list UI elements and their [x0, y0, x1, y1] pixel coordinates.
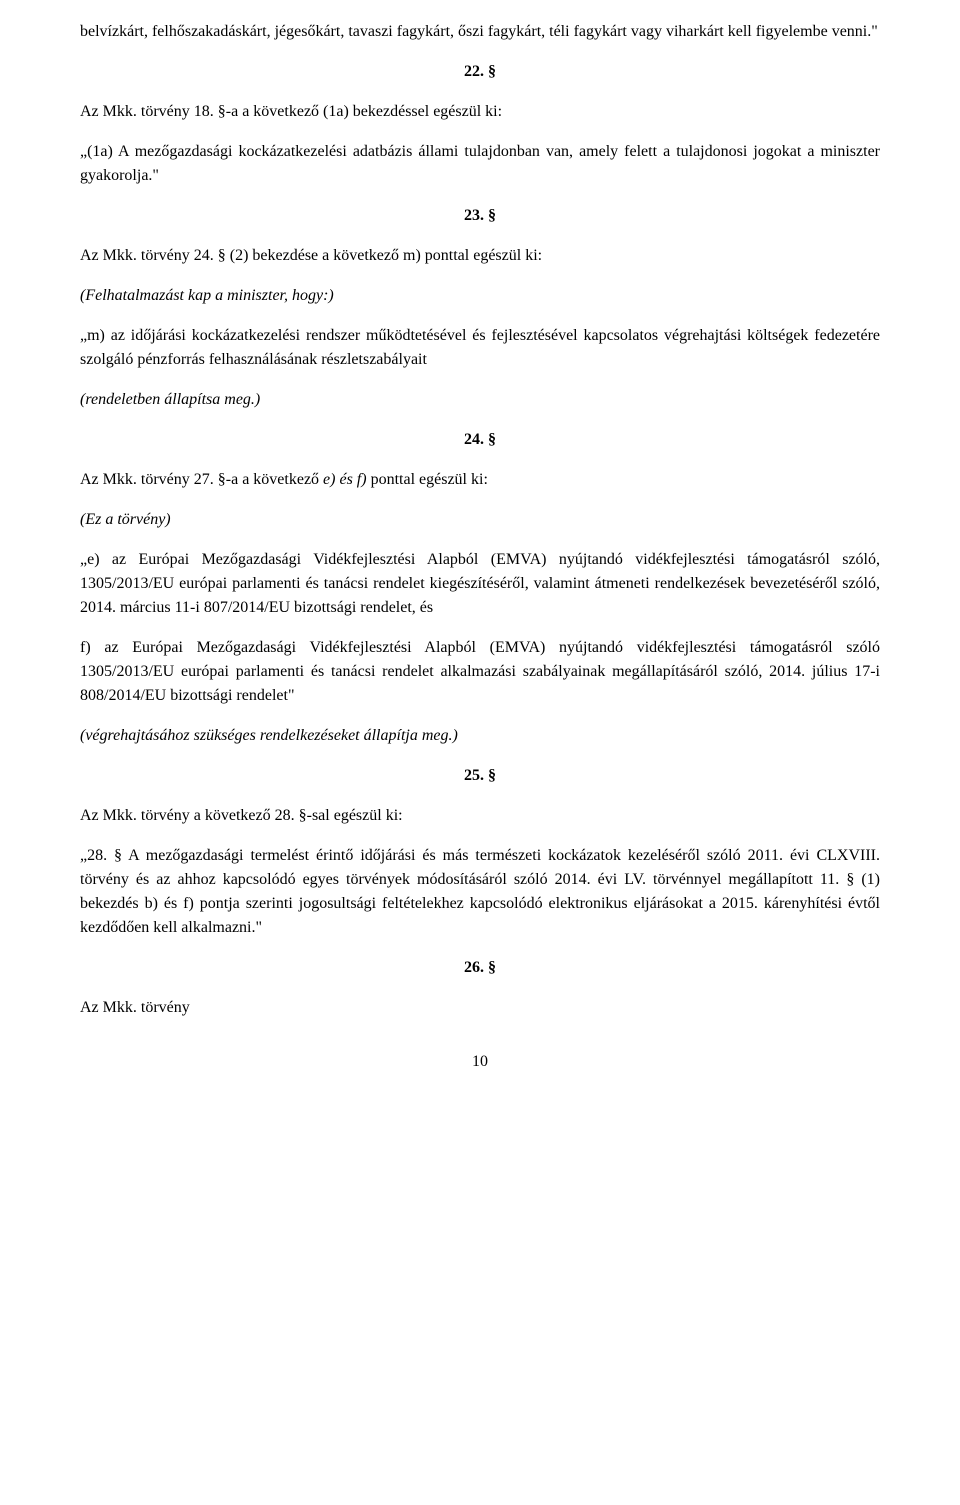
paragraph-15: Az Mkk. törvény	[80, 996, 880, 1020]
section-number-23: 23. §	[80, 204, 880, 228]
paragraph-8: Az Mkk. törvény 27. §-a a következő e) é…	[80, 468, 880, 492]
section-number-25: 25. §	[80, 764, 880, 788]
section-number-22: 22. §	[80, 60, 880, 84]
paragraph-13: Az Mkk. törvény a következő 28. §-sal eg…	[80, 804, 880, 828]
paragraph-3: „(1a) A mezőgazdasági kockázatkezelési a…	[80, 140, 880, 188]
paragraph-4: Az Mkk. törvény 24. § (2) bekezdése a kö…	[80, 244, 880, 268]
paragraph-6: „m) az időjárási kockázatkezelési rendsz…	[80, 324, 880, 372]
paragraph-5-italic: (Felhatalmazást kap a miniszter, hogy:)	[80, 284, 880, 308]
paragraph-11: f) az Európai Mezőgazdasági Vidékfejlesz…	[80, 636, 880, 708]
paragraph-8-part1: Az Mkk. törvény 27. §-a a következő	[80, 471, 323, 488]
paragraph-10: „e) az Európai Mezőgazdasági Vidékfejles…	[80, 548, 880, 620]
paragraph-7-italic: (rendeletben állapítsa meg.)	[80, 388, 880, 412]
paragraph-1: belvízkárt, felhőszakadáskárt, jégesőkár…	[80, 20, 880, 44]
section-number-26: 26. §	[80, 956, 880, 980]
paragraph-12-italic: (végrehajtásához szükséges rendelkezések…	[80, 724, 880, 748]
page-number: 10	[80, 1050, 880, 1074]
section-number-24: 24. §	[80, 428, 880, 452]
paragraph-8-part2-italic: e) és f)	[323, 471, 367, 488]
paragraph-2: Az Mkk. törvény 18. §-a a következő (1a)…	[80, 100, 880, 124]
paragraph-8-part3: ponttal egészül ki:	[367, 471, 488, 488]
paragraph-9-italic: (Ez a törvény)	[80, 508, 880, 532]
paragraph-14: „28. § A mezőgazdasági termelést érintő …	[80, 844, 880, 940]
